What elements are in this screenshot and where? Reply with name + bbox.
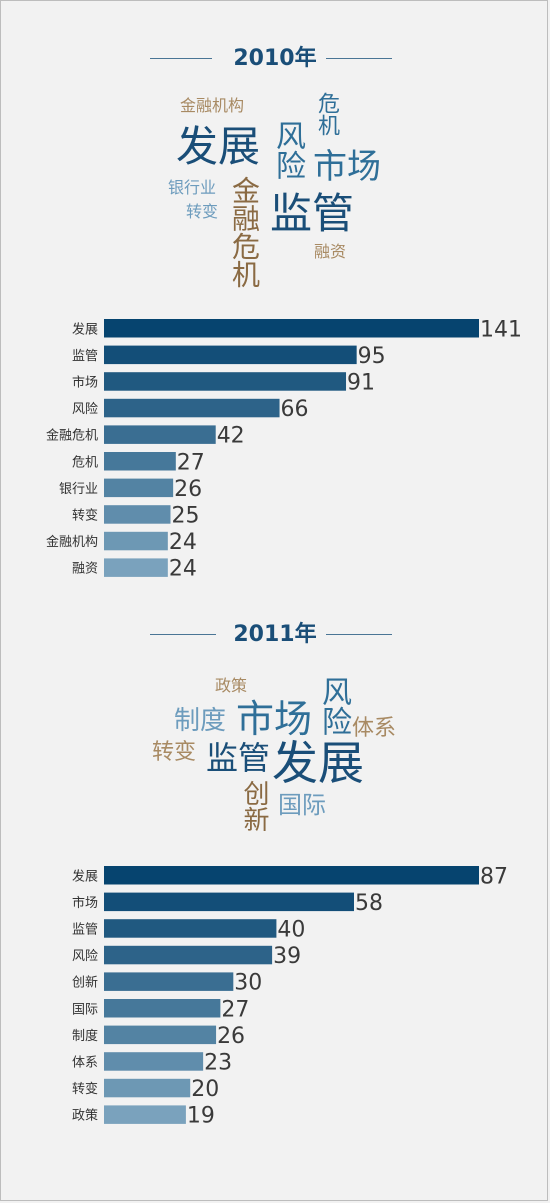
bar — [104, 919, 277, 938]
bar — [104, 452, 176, 471]
bar-chart-2011: 发展 87 市场 58 监管 40 风险 39 创新 30 国际 27 制度 26 体系 23 转变 20 政策 19 — [0, 862, 550, 1132]
category-label: 监管 — [72, 922, 98, 937]
year-rule-left — [150, 634, 216, 635]
year-rule-right — [326, 58, 392, 59]
cloud-word: 国际 — [278, 791, 326, 819]
value-label: 87 — [480, 864, 508, 889]
year-rule-left — [150, 58, 212, 59]
cloud-word: 转变 — [152, 740, 197, 765]
cloud-word: 发展 — [176, 122, 261, 171]
cloud-word: 金融危机 — [228, 176, 261, 288]
bar — [104, 945, 273, 965]
value-label: 19 — [187, 1104, 215, 1129]
value-label: 39 — [273, 944, 301, 969]
bar-chart-svg: 发展 141 监管 95 市场 91 风险 66 金融危机 42 危机 27 银行业 26 转变 25 金融机构… — [46, 317, 522, 582]
cloud-word: 融资 — [314, 242, 347, 261]
year-title: 2011年 — [233, 622, 317, 647]
bar — [104, 972, 234, 991]
year-title: 2010年 — [233, 46, 317, 71]
value-label: 141 — [480, 317, 522, 342]
cloud-word: 发展 — [272, 736, 364, 790]
bar — [104, 345, 357, 365]
value-label: 25 — [171, 503, 199, 528]
bar-chart-2010: 发展 141 监管 95 市场 91 风险 66 金融危机 42 危机 27 银行业 26 转变 25 金融机构… — [0, 315, 550, 585]
value-label: 27 — [177, 450, 205, 475]
category-label: 市场 — [72, 895, 98, 911]
value-label: 26 — [174, 477, 202, 502]
year-header-2011: 2011年 — [0, 620, 550, 650]
bar — [104, 372, 347, 391]
section-2010: 2010年 金融机构 发展 危机 风险 市场 银行业 转变 金融危机 监管 融资… — [0, 0, 550, 600]
bar — [104, 1052, 204, 1071]
cloud-word: 监管 — [270, 189, 355, 238]
value-label: 40 — [277, 917, 305, 942]
category-label: 金融危机 — [46, 428, 98, 444]
bar — [104, 1025, 217, 1045]
category-label: 风险 — [72, 402, 98, 417]
bar — [104, 1105, 186, 1124]
cloud-word: 银行业 — [168, 178, 217, 197]
value-label: 24 — [169, 530, 197, 555]
bar — [104, 558, 168, 577]
value-label: 20 — [191, 1077, 219, 1102]
value-label: 27 — [221, 997, 249, 1022]
bar — [104, 866, 479, 885]
category-label: 发展 — [72, 321, 98, 337]
category-label: 风险 — [72, 949, 98, 964]
category-label: 融资 — [72, 562, 98, 577]
category-label: 体系 — [72, 1055, 98, 1070]
cloud-word: 市场 — [236, 697, 313, 741]
value-label: 66 — [281, 397, 309, 422]
bar — [104, 505, 171, 524]
cloud-word: 创新 — [239, 780, 269, 832]
cloud-word: 制度 — [174, 706, 227, 736]
category-label: 国际 — [72, 1002, 98, 1017]
cloud-word: 体系 — [352, 716, 397, 741]
bar — [104, 478, 174, 498]
value-label: 91 — [347, 370, 375, 395]
value-label: 24 — [169, 557, 197, 582]
year-header-2010: 2010年 — [0, 44, 550, 74]
category-label: 制度 — [72, 1028, 98, 1044]
category-label: 转变 — [72, 507, 98, 523]
bar — [104, 531, 168, 551]
category-label: 创新 — [72, 975, 98, 991]
cloud-word: 风险 — [316, 676, 351, 736]
category-label: 市场 — [72, 374, 98, 390]
category-label: 监管 — [72, 349, 98, 364]
bar — [104, 425, 216, 444]
cloud-word: 政策 — [215, 676, 248, 695]
category-label: 银行业 — [59, 482, 98, 497]
bar — [104, 319, 479, 338]
cloud-word: 市场 — [313, 147, 381, 187]
bar — [104, 892, 354, 912]
value-label: 58 — [355, 891, 383, 916]
category-label: 政策 — [72, 1108, 98, 1124]
value-label: 95 — [358, 344, 386, 369]
bar — [104, 999, 221, 1018]
bar-chart-svg: 发展 87 市场 58 监管 40 风险 39 创新 30 国际 27 制度 26 体系 23 转变 20 政策 19 — [72, 864, 508, 1129]
bar — [104, 1078, 191, 1098]
category-label: 发展 — [72, 868, 98, 884]
cloud-word: 危机 — [314, 92, 339, 136]
cloud-word: 金融机构 — [180, 96, 245, 115]
word-cloud-2010: 金融机构 发展 危机 风险 市场 银行业 转变 金融危机 监管 融资 — [0, 0, 550, 310]
value-label: 30 — [234, 971, 262, 996]
value-label: 42 — [217, 424, 245, 449]
cloud-word: 监管 — [206, 739, 271, 777]
category-label: 危机 — [72, 455, 98, 470]
value-label: 23 — [204, 1050, 232, 1075]
value-label: 26 — [217, 1024, 245, 1049]
cloud-word: 转变 — [186, 202, 219, 221]
category-label: 转变 — [72, 1081, 98, 1097]
cloud-word: 风险 — [270, 120, 305, 180]
category-label: 金融机构 — [46, 534, 98, 550]
year-rule-right — [326, 634, 392, 635]
bar — [104, 398, 280, 418]
